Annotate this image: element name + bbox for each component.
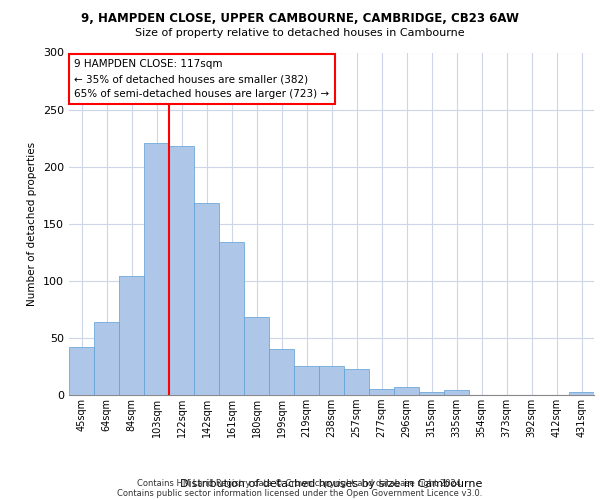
Text: Contains public sector information licensed under the Open Government Licence v3: Contains public sector information licen… (118, 488, 482, 498)
Bar (319, 366, 344, 395)
Bar (294, 366, 319, 395)
Bar (269, 350, 294, 395)
X-axis label: Distribution of detached houses by size in Cambourne: Distribution of detached houses by size … (181, 479, 482, 489)
Bar (344, 368, 369, 395)
Bar (169, 146, 194, 395)
Bar (94, 322, 119, 395)
Bar (244, 318, 269, 395)
Bar (419, 392, 444, 395)
Text: 9 HAMPDEN CLOSE: 117sqm
← 35% of detached houses are smaller (382)
65% of semi-d: 9 HAMPDEN CLOSE: 117sqm ← 35% of detache… (74, 60, 329, 99)
Bar (144, 142, 169, 395)
Bar (444, 390, 469, 395)
Bar (194, 203, 219, 395)
Text: Size of property relative to detached houses in Cambourne: Size of property relative to detached ho… (135, 28, 465, 38)
Text: Contains HM Land Registry data © Crown copyright and database right 2024.: Contains HM Land Registry data © Crown c… (137, 478, 463, 488)
Bar (369, 390, 394, 395)
Bar (569, 392, 594, 395)
Y-axis label: Number of detached properties: Number of detached properties (28, 142, 37, 306)
Bar (219, 242, 244, 395)
Bar (394, 387, 419, 395)
Text: 9, HAMPDEN CLOSE, UPPER CAMBOURNE, CAMBRIDGE, CB23 6AW: 9, HAMPDEN CLOSE, UPPER CAMBOURNE, CAMBR… (81, 12, 519, 26)
Bar (119, 276, 144, 395)
Bar (69, 347, 94, 395)
